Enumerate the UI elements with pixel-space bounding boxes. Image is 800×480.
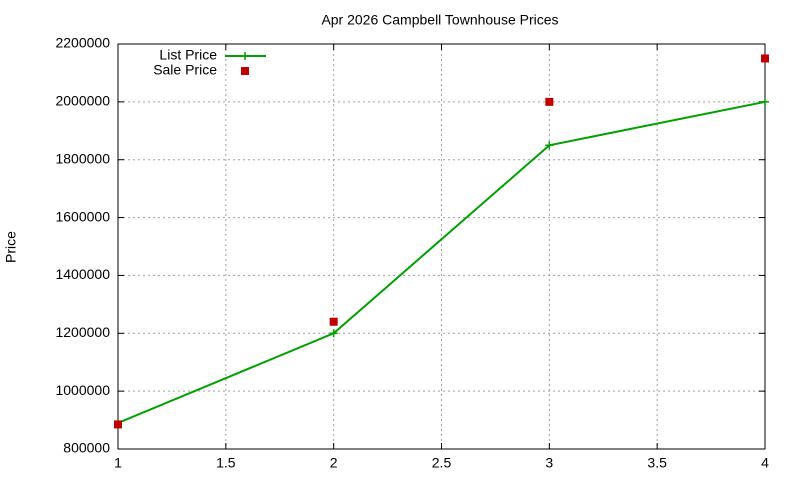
legend-label: Sale Price: [153, 62, 217, 78]
x-tick-label: 1.5: [216, 455, 236, 471]
point-marker: [761, 97, 769, 106]
point-marker: [329, 329, 338, 338]
y-tick-label: 1400000: [55, 266, 110, 282]
x-tick-label: 1: [114, 455, 122, 471]
x-tick-label: 2: [330, 455, 338, 471]
chart-title: Apr 2026 Campbell Townhouse Prices: [321, 12, 558, 28]
x-tick-label: 3: [545, 455, 553, 471]
legend-swatch: [241, 52, 249, 60]
x-tick-label: 4: [761, 455, 769, 471]
point-marker: [545, 97, 554, 106]
legend-label: List Price: [159, 47, 217, 63]
point-marker: [114, 420, 122, 429]
y-tick-label: 1800000: [55, 150, 110, 166]
y-tick-label: 1600000: [55, 208, 110, 224]
y-tick-label: 1000000: [55, 382, 110, 398]
y-tick-label: 2000000: [55, 93, 110, 109]
y-tick-label: 800000: [63, 440, 110, 456]
series-line: [117, 100, 766, 424]
y-tick-label: 1200000: [55, 324, 110, 340]
y-tick-label: 2200000: [55, 35, 110, 51]
plot-border: [117, 43, 766, 450]
x-tick-label: 3.5: [647, 455, 667, 471]
y-axis-label: Price: [3, 231, 19, 263]
x-tick-label: 2.5: [432, 455, 452, 471]
legend-swatch: [241, 67, 249, 75]
point-marker: [761, 54, 769, 63]
point-marker: [329, 317, 338, 326]
point-marker: [545, 141, 554, 150]
